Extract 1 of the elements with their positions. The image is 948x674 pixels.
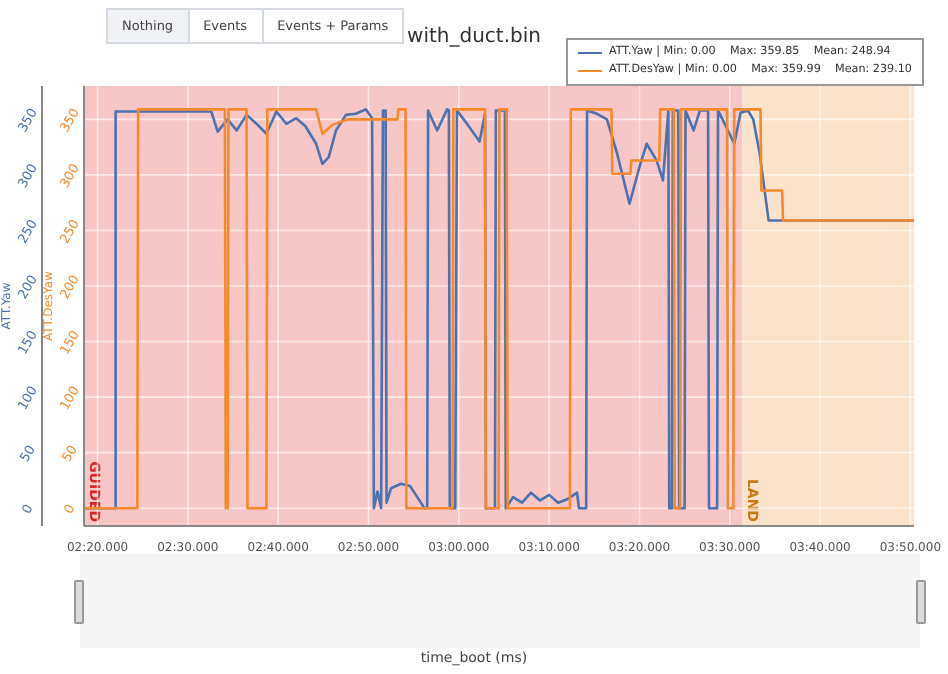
- chart-title: with_duct.bin: [407, 26, 541, 48]
